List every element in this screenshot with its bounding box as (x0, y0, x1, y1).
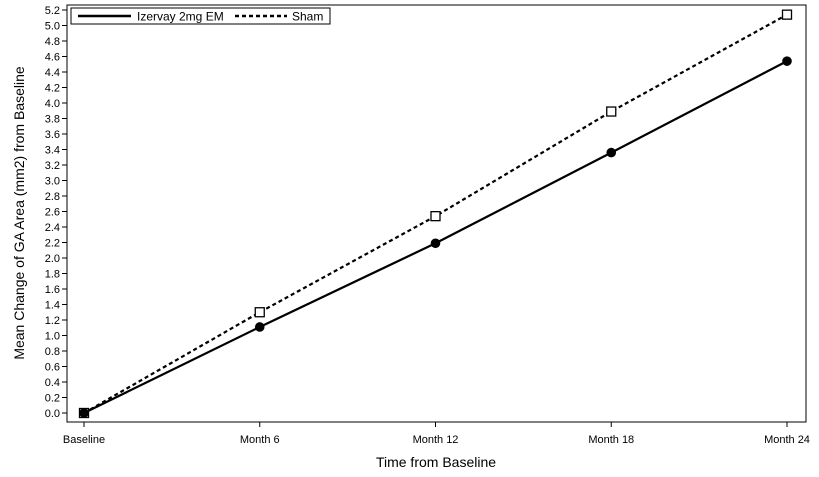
legend-label-sham: Sham (292, 10, 323, 24)
y-tick-label: 1.0 (45, 330, 60, 342)
y-tick-label: 3.6 (45, 129, 60, 141)
y-tick-label: 3.8 (45, 113, 60, 125)
x-tick-label: Month 6 (240, 434, 280, 446)
x-tick-label: Month 12 (413, 434, 459, 446)
y-tick-label: 2.8 (45, 191, 60, 203)
legend-box (70, 7, 331, 25)
data-point-izervay (782, 56, 792, 66)
y-tick-label: 4.4 (45, 67, 60, 79)
data-point-sham (254, 307, 265, 318)
y-tick-label: 4.2 (45, 82, 60, 94)
y-tick-label: 1.6 (45, 284, 60, 296)
data-point-izervay (254, 322, 265, 332)
y-tick-label: 0.4 (45, 377, 60, 389)
y-tick-label: 4.6 (45, 51, 60, 63)
data-point-sham (781, 9, 793, 20)
y-axis: 0.0 0.2 0.4 0.6 0.8 1.0 1.2 1.4 1.6 1.8 2.0 2.2 2.4 2… (45, 5, 67, 420)
data-point-izervay (606, 147, 617, 158)
y-tick-label: 2.4 (45, 222, 60, 234)
y-tick-label: 1.4 (45, 299, 60, 311)
x-axis-title: Time from Baseline (376, 454, 496, 470)
y-tick-label: 0.6 (45, 361, 60, 373)
plot-frame (66, 4, 807, 423)
y-tick-label: 1.8 (45, 268, 60, 280)
y-tick-label: 4.0 (45, 98, 60, 110)
data-point-izervay (79, 408, 89, 418)
y-tick-label: 3.0 (45, 175, 60, 187)
data-point-sham (606, 106, 617, 117)
y-tick-label: 3.2 (45, 160, 60, 172)
legend: Izervay 2mg EM Sham (70, 7, 331, 25)
y-tick-label: 1.2 (45, 315, 60, 327)
y-tick-label: 2.6 (45, 206, 60, 218)
y-tick-label: 3.4 (45, 144, 60, 156)
series-line-izervay (83, 60, 788, 414)
x-axis: Baseline Month 6 Month 12 Month 18 Month 24 (63, 422, 810, 446)
y-tick-label: 0.8 (45, 346, 60, 358)
x-tick-label: Month 24 (764, 434, 810, 446)
y-tick-label: 0.0 (45, 408, 60, 420)
data-point-izervay (430, 238, 441, 249)
series-layer (78, 9, 793, 419)
y-tick-label: 2.0 (45, 253, 60, 265)
x-tick-label: Month 18 (588, 434, 634, 446)
data-point-sham (430, 210, 441, 222)
y-tick-label: 4.8 (45, 36, 60, 48)
y-tick-label: 5.2 (45, 5, 60, 17)
legend-label-izervay: Izervay 2mg EM (137, 10, 224, 24)
y-tick-label: 2.2 (45, 237, 60, 249)
y-tick-label: 0.2 (45, 392, 60, 404)
y-tick-label: 5.0 (45, 20, 60, 32)
x-tick-label: Baseline (63, 434, 105, 446)
y-axis-title: Mean Change of GA Area (mm2) from Baseli… (11, 66, 27, 360)
